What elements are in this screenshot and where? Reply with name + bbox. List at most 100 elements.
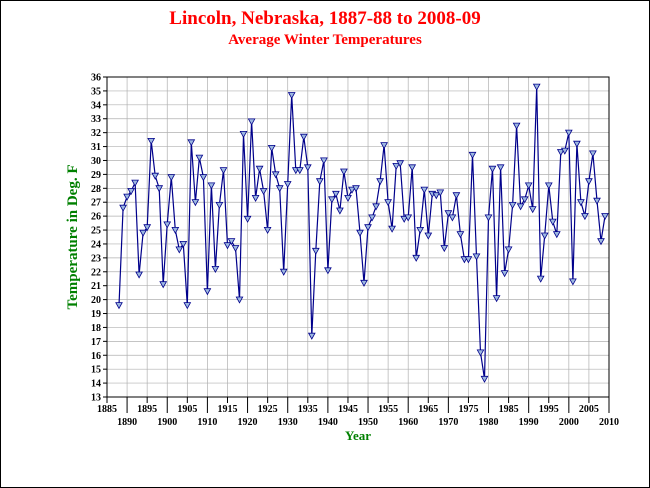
grid-lines — [106, 76, 610, 398]
data-point-marker — [195, 154, 204, 162]
x-tick-label: 1885 — [97, 404, 117, 415]
data-point-marker — [577, 199, 585, 207]
data-point-marker — [504, 246, 513, 254]
y-tick-label: 31 — [91, 142, 101, 153]
data-point-marker — [408, 164, 417, 172]
data-point-marker — [388, 225, 396, 233]
y-tick-label: 23 — [91, 253, 101, 264]
data-point-marker — [476, 349, 485, 357]
data-point-marker — [560, 147, 569, 155]
data-point-marker — [452, 192, 461, 200]
data-point-marker — [239, 130, 248, 139]
y-tick-label: 22 — [91, 267, 101, 278]
data-point-marker — [271, 171, 280, 179]
data-point-marker — [420, 186, 429, 194]
data-point-marker — [215, 201, 224, 210]
data-point-marker — [352, 185, 360, 193]
data-point-marker — [159, 281, 168, 289]
data-point-marker — [496, 164, 505, 172]
data-point-marker — [528, 206, 537, 214]
y-tick-label: 20 — [91, 295, 101, 306]
data-point-marker — [593, 197, 601, 205]
y-tick-label: 35 — [91, 86, 101, 97]
data-point-marker — [223, 242, 232, 250]
y-tick-label: 21 — [91, 281, 101, 292]
data-point-marker — [556, 149, 565, 157]
data-point-marker — [384, 199, 392, 207]
data-point-marker — [424, 232, 433, 240]
data-point-marker — [512, 122, 521, 130]
data-point-marker — [400, 215, 409, 223]
data-point-marker — [279, 268, 288, 276]
data-point-marker — [123, 193, 131, 201]
data-point-marker — [548, 218, 557, 226]
data-point-marker — [364, 224, 372, 232]
data-point-marker — [544, 182, 553, 190]
data-point-marker — [597, 238, 605, 246]
data-point-marker — [139, 229, 147, 237]
data-point-marker — [404, 214, 413, 222]
x-tick-label: 1985 — [499, 404, 519, 415]
data-point-marker — [532, 83, 541, 91]
data-point-marker — [392, 162, 401, 171]
data-point-marker — [283, 181, 292, 189]
data-point-marker — [368, 214, 376, 222]
data-point-marker — [328, 196, 336, 204]
data-point-marker — [131, 179, 139, 187]
data-point-marker — [436, 189, 445, 197]
data-point-marker — [360, 279, 368, 287]
x-tick-label: 1990 — [519, 417, 539, 428]
x-tick-label: 1955 — [378, 404, 398, 415]
data-point-marker — [219, 167, 228, 175]
data-point-marker — [488, 165, 497, 173]
x-tick-label: 1945 — [338, 404, 358, 415]
series-markers — [115, 83, 609, 383]
data-point-marker — [468, 151, 477, 159]
data-point-marker — [324, 267, 332, 275]
y-tick-label: 15 — [91, 365, 101, 376]
data-point-marker — [183, 302, 192, 310]
y-tick-label: 16 — [91, 351, 101, 362]
data-point-marker — [589, 150, 597, 158]
data-point-marker — [171, 226, 180, 235]
y-tick-label: 13 — [91, 393, 101, 404]
data-point-marker — [135, 271, 143, 279]
data-point-marker — [267, 144, 276, 153]
data-point-marker — [344, 194, 352, 203]
x-tick-label: 1910 — [197, 417, 217, 428]
y-tick-label: 25 — [91, 226, 101, 237]
data-point-marker — [299, 133, 308, 141]
data-point-marker — [472, 253, 481, 261]
y-tick-label: 34 — [91, 100, 101, 111]
y-tick-label: 29 — [91, 170, 101, 181]
data-point-marker — [432, 192, 441, 200]
y-tick-label: 14 — [91, 379, 101, 390]
data-point-marker — [143, 224, 152, 232]
x-tick-label: 1975 — [458, 404, 478, 415]
y-tick-label: 32 — [91, 128, 101, 139]
y-axis-title: Temperature in Deg. F — [65, 165, 81, 310]
data-point-marker — [569, 278, 577, 286]
data-point-marker — [484, 214, 493, 222]
x-tick-label: 1920 — [238, 417, 258, 428]
data-point-marker — [231, 245, 240, 253]
data-point-marker — [311, 247, 320, 255]
x-tick-label: 1930 — [278, 417, 298, 428]
data-point-marker — [175, 246, 184, 254]
data-point-marker — [167, 174, 176, 182]
data-point-marker — [416, 226, 425, 235]
data-point-marker — [163, 221, 172, 229]
data-point-marker — [147, 137, 156, 146]
y-tick-label: 27 — [91, 198, 101, 209]
data-point-marker — [255, 165, 264, 173]
data-point-marker — [456, 231, 465, 239]
data-point-marker — [376, 178, 384, 186]
data-point-marker — [520, 196, 529, 204]
data-point-marker — [203, 288, 212, 296]
x-tick-label: 1925 — [258, 404, 278, 415]
y-tick-label: 33 — [91, 114, 101, 125]
data-point-marker — [243, 215, 252, 223]
x-tick-label: 1980 — [479, 417, 499, 428]
data-point-marker — [187, 139, 196, 147]
data-point-marker — [380, 142, 388, 150]
